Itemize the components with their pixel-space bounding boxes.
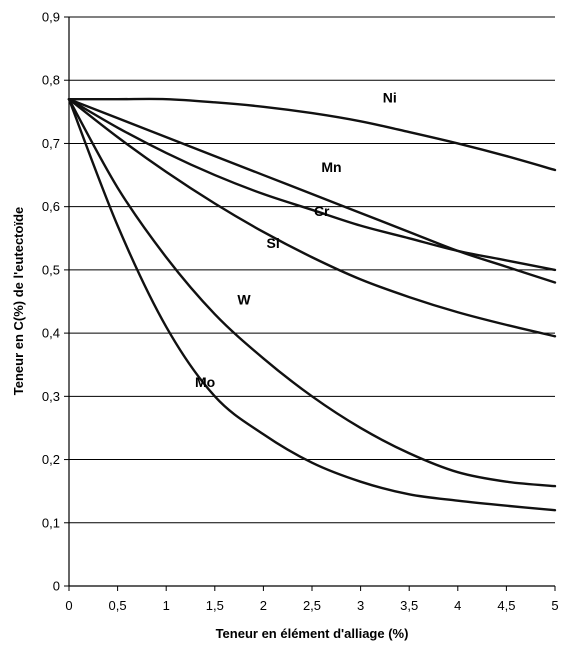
y-tick-label: 0,9 [42,10,60,25]
x-tick-label: 4 [454,598,461,613]
series-label-w: W [237,292,251,308]
x-tick-label: 2 [260,598,267,613]
x-tick-label: 3,5 [400,598,418,613]
y-tick-label: 0,1 [42,515,60,530]
y-tick-label: 0,6 [42,199,60,214]
tick-marks [64,16,556,591]
series-line-w [67,97,557,488]
series-label-mo: Mo [195,374,215,390]
series-line-mn [67,97,557,284]
x-tick-label: 4,5 [497,598,515,613]
x-tick-label: 5 [551,598,558,613]
series-label-ni: Ni [383,89,397,105]
x-tick-labels: 0 0,5 1 1,5 2 2,5 3 3,5 4 4,5 5 [65,598,558,613]
y-tick-label: 0,5 [42,262,60,277]
series-labels: Ni Mn Cr Si W Mo [195,89,397,390]
x-tick-label: 0 [65,598,72,613]
y-tick-labels: 0 0,1 0,2 0,3 0,4 0,5 0,6 0,7 0,8 0,9 [42,10,60,594]
y-tick-label: 0,8 [42,73,60,88]
y-tick-label: 0,3 [42,389,60,404]
y-tick-label: 0 [53,579,60,594]
x-tick-label: 2,5 [303,598,321,613]
x-tick-label: 1,5 [206,598,224,613]
series-line-cr [67,97,557,272]
x-tick-label: 1 [163,598,170,613]
y-tick-label: 0,4 [42,326,60,341]
series-line-mo [67,97,557,512]
gridlines [69,16,555,524]
x-tick-label: 3 [357,598,364,613]
x-axis-title: Teneur en élément d'alliage (%) [216,626,409,641]
y-tick-label: 0,7 [42,136,60,151]
y-axis-title: Teneur en C(%) de l'eutectoïde [11,207,26,396]
series-label-cr: Cr [314,203,330,219]
series-line-si [67,97,557,338]
series-lines [67,97,557,512]
series-line-ni [67,97,557,172]
series-label-si: Si [267,235,280,251]
y-tick-label: 0,2 [42,452,60,467]
axes [68,17,555,587]
x-tick-label: 0,5 [109,598,127,613]
series-label-mn: Mn [321,159,341,175]
